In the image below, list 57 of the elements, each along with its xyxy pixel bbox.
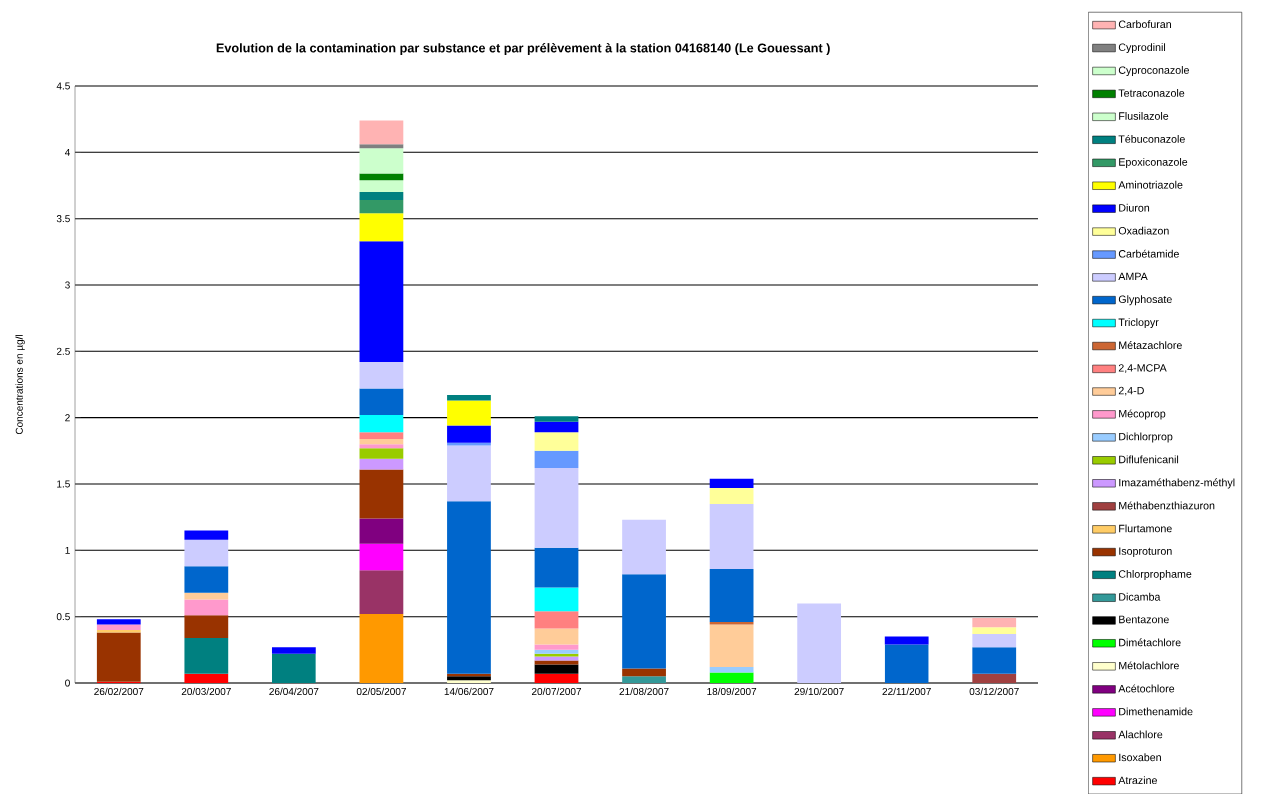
legend-label: Atrazine	[1118, 776, 1157, 784]
legend-label: Imazaméthabenz-méthyl	[1119, 478, 1235, 489]
legend-label: Dicamba	[1119, 592, 1161, 601]
legend-label: 2,4-D	[1118, 386, 1144, 396]
x-tick-label: 03/12/2007	[969, 687, 1019, 695]
legend-label: Flusilazole	[1119, 111, 1169, 120]
legend-label: Mécoprop	[1119, 409, 1166, 420]
y-tick-label: 2.5	[56, 347, 70, 355]
x-tick-label: 22/11/2007	[882, 687, 931, 695]
y-tick-label: 4.5	[56, 82, 70, 90]
legend-label: Cyproconazole	[1118, 65, 1189, 76]
legend-label: Acétochlore	[1118, 684, 1175, 693]
legend-label: Carbétamide	[1118, 249, 1179, 258]
legend-label: Tetraconazole	[1118, 88, 1185, 97]
legend-label: Tébuconazole	[1118, 134, 1185, 143]
legend-label: Oxadiazon	[1118, 226, 1169, 235]
legend-label: Flurtamone	[1119, 524, 1172, 533]
legend-label: Alachlore	[1118, 730, 1163, 739]
y-tick-label: 1	[65, 546, 70, 554]
x-tick-label: 26/04/2007	[269, 687, 319, 695]
legend-label: Bentazone	[1119, 615, 1169, 624]
legend-label: Aminotriazole	[1118, 180, 1183, 189]
x-tick-label: 14/06/2007	[444, 687, 494, 695]
legend-label: Dichlorprop	[1119, 432, 1173, 443]
legend-label: Glyphosate	[1118, 295, 1172, 306]
x-tick-label: 26/02/2007	[94, 687, 144, 695]
legend-label: Triclopyr	[1118, 318, 1159, 328]
y-tick-label: 4	[64, 148, 71, 156]
y-tick-label: 1.5	[57, 480, 70, 488]
x-tick-label: 02/05/2007	[356, 687, 406, 695]
x-tick-label: 20/03/2007	[181, 687, 231, 695]
legend-label: Métolachlore	[1119, 661, 1179, 670]
legend-label: Métazachlore	[1119, 340, 1182, 349]
y-tick-label: 3	[65, 281, 70, 289]
y-tick-label: 0	[65, 679, 70, 687]
y-tick-label: 0.5	[56, 612, 70, 621]
legend-label: Isoproturon	[1119, 547, 1172, 557]
y-axis-title: Concentrations en µg/l	[15, 334, 25, 434]
x-tick-label: 18/09/2007	[707, 687, 757, 695]
legend-label: 2,4-MCPA	[1118, 364, 1167, 373]
legend-label: Méthabenzthiazuron	[1119, 501, 1215, 510]
legend-label: Dimethenamide	[1119, 707, 1193, 716]
legend-label: AMPA	[1118, 272, 1148, 280]
legend-label: Dimétachlore	[1119, 638, 1181, 647]
legend-label: Cyprodinil	[1118, 43, 1166, 53]
x-tick-label: 20/07/2007	[531, 687, 582, 695]
chart-title: Evolution de la contamination par substance et par prélèvement à la station 04168140 (Le Gouessant )	[216, 42, 830, 55]
legend-label: Diuron	[1119, 203, 1150, 212]
legend-label: Epoxiconazole	[1119, 157, 1188, 168]
y-tick-label: 2	[65, 414, 70, 422]
legend-label: Carbofuran	[1118, 20, 1171, 28]
legend-label: Isoxaben	[1119, 753, 1161, 762]
legend-label: Chlorprophame	[1118, 569, 1192, 580]
y-tick-label: 3.5	[56, 214, 70, 223]
x-tick-label: 29/10/2007	[794, 687, 844, 695]
legend-label: Diflufenicanil	[1119, 455, 1179, 464]
x-tick-label: 21/08/2007	[619, 687, 669, 695]
